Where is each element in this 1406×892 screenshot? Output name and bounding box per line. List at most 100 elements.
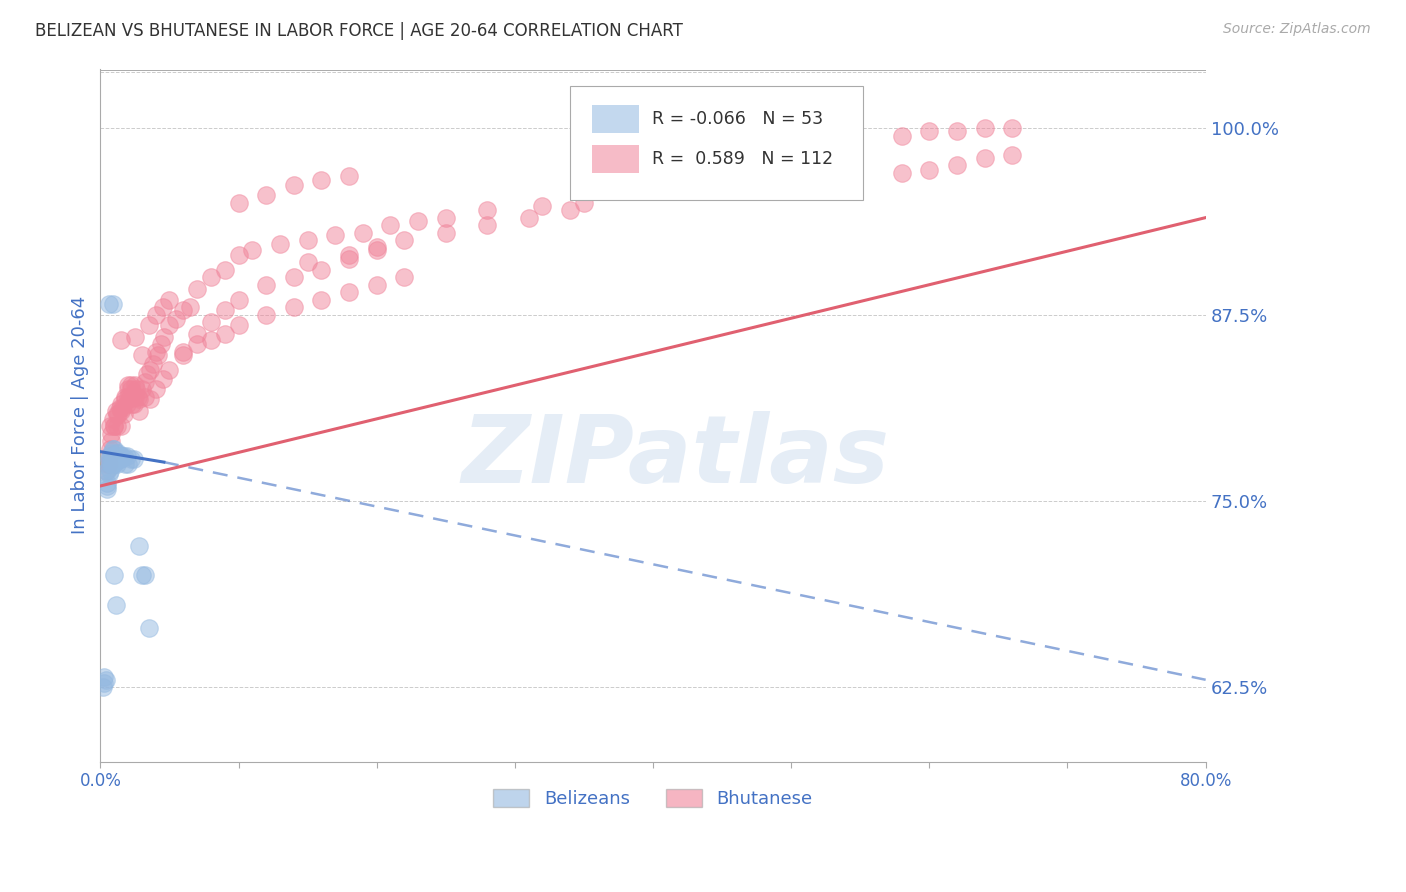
Point bbox=[228, 195, 250, 210]
Point bbox=[110, 419, 132, 434]
Text: BELIZEAN VS BHUTANESE IN LABOR FORCE | AGE 20-64 CORRELATION CHART: BELIZEAN VS BHUTANESE IN LABOR FORCE | A… bbox=[35, 22, 683, 40]
Point bbox=[96, 475, 118, 490]
Point bbox=[973, 151, 995, 165]
Point bbox=[128, 539, 150, 553]
FancyBboxPatch shape bbox=[592, 105, 638, 133]
Point bbox=[128, 392, 150, 407]
Point bbox=[120, 377, 142, 392]
Point bbox=[531, 199, 554, 213]
Point bbox=[96, 479, 118, 493]
Point bbox=[98, 449, 121, 463]
Point bbox=[101, 297, 124, 311]
Text: Source: ZipAtlas.com: Source: ZipAtlas.com bbox=[1223, 22, 1371, 37]
Point bbox=[142, 357, 165, 371]
Point bbox=[122, 452, 145, 467]
Point bbox=[98, 442, 121, 456]
Point bbox=[96, 464, 118, 478]
Point bbox=[152, 371, 174, 385]
Point bbox=[100, 452, 122, 467]
Point bbox=[366, 240, 388, 254]
Point bbox=[93, 675, 115, 690]
Point bbox=[98, 452, 121, 467]
Point bbox=[104, 599, 127, 613]
Point bbox=[103, 568, 125, 582]
Point bbox=[352, 226, 374, 240]
Point bbox=[297, 255, 319, 269]
Point bbox=[103, 442, 125, 456]
Point bbox=[159, 293, 181, 307]
Point bbox=[117, 377, 139, 392]
Point bbox=[1001, 121, 1024, 136]
Point bbox=[186, 326, 208, 341]
Point bbox=[110, 404, 132, 418]
Point bbox=[107, 408, 129, 422]
Point bbox=[148, 348, 170, 362]
Point bbox=[97, 461, 120, 475]
Point bbox=[110, 452, 132, 467]
Point bbox=[890, 128, 912, 143]
Point bbox=[323, 228, 346, 243]
Point bbox=[103, 449, 125, 463]
Point bbox=[120, 382, 142, 396]
Point bbox=[214, 326, 236, 341]
Point bbox=[108, 452, 131, 467]
Point bbox=[434, 226, 457, 240]
Point bbox=[214, 262, 236, 277]
Point bbox=[103, 457, 125, 471]
Point bbox=[110, 449, 132, 463]
Point bbox=[283, 178, 305, 192]
Point bbox=[97, 452, 120, 467]
Point bbox=[406, 213, 429, 227]
Text: ZIPatlas: ZIPatlas bbox=[461, 410, 889, 503]
Point bbox=[100, 446, 122, 460]
Point bbox=[98, 457, 121, 471]
Point bbox=[100, 458, 122, 472]
Point bbox=[124, 330, 146, 344]
Text: R = -0.066   N = 53: R = -0.066 N = 53 bbox=[652, 110, 823, 128]
Point bbox=[366, 277, 388, 292]
Point bbox=[117, 390, 139, 404]
Point bbox=[269, 237, 291, 252]
Point bbox=[131, 348, 153, 362]
Point bbox=[121, 397, 143, 411]
Point bbox=[134, 375, 156, 389]
Point bbox=[145, 344, 167, 359]
Point bbox=[111, 401, 134, 416]
Point bbox=[337, 285, 360, 300]
Point bbox=[152, 300, 174, 314]
Point bbox=[228, 248, 250, 262]
Point bbox=[254, 188, 277, 202]
Point bbox=[96, 457, 118, 471]
Point bbox=[572, 195, 595, 210]
Point bbox=[973, 121, 995, 136]
Point bbox=[101, 412, 124, 426]
Point bbox=[200, 315, 222, 329]
Point bbox=[517, 211, 540, 225]
Point bbox=[145, 308, 167, 322]
Point bbox=[115, 449, 138, 463]
Point bbox=[214, 303, 236, 318]
Point bbox=[337, 252, 360, 267]
Point bbox=[118, 392, 141, 407]
Point bbox=[297, 233, 319, 247]
Point bbox=[139, 392, 162, 407]
Point bbox=[311, 293, 333, 307]
Point bbox=[380, 218, 402, 232]
Point bbox=[145, 382, 167, 396]
Point bbox=[159, 362, 181, 376]
Point bbox=[228, 318, 250, 332]
Point bbox=[122, 397, 145, 411]
Point bbox=[105, 408, 128, 422]
Point bbox=[337, 169, 360, 183]
Point bbox=[111, 449, 134, 463]
Point bbox=[104, 404, 127, 418]
Point bbox=[94, 807, 117, 822]
Point bbox=[138, 318, 160, 332]
Y-axis label: In Labor Force | Age 20-64: In Labor Force | Age 20-64 bbox=[72, 296, 89, 534]
Point bbox=[477, 218, 499, 232]
Point bbox=[128, 404, 150, 418]
Point bbox=[311, 262, 333, 277]
Point bbox=[918, 162, 941, 177]
Point bbox=[108, 449, 131, 463]
Point bbox=[228, 293, 250, 307]
